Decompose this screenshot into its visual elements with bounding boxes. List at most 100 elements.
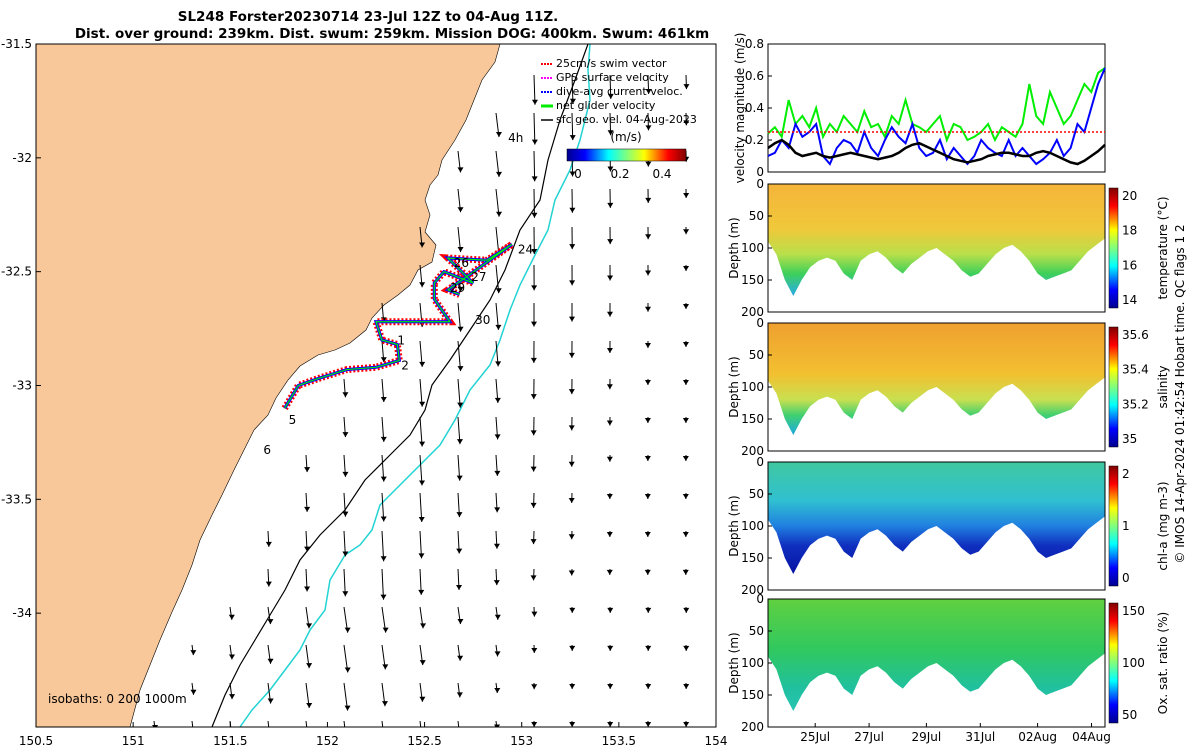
depth-tick-label: 100 — [741, 519, 764, 533]
colorbar-tick-label: 150 — [1122, 604, 1145, 618]
velocity-arrow-head — [683, 84, 690, 90]
velocity-arrow-head — [683, 229, 690, 235]
velocity-arrow-head — [344, 705, 351, 711]
legend-geo-velocity: sfc geo. vel. 04-Aug-2023 — [556, 113, 697, 126]
section-panel: 0 50 100 150 200 Depth (m) 35 35.2 35.4 35.6 salin… — [727, 316, 1170, 458]
velocity-arrow-head — [456, 439, 463, 445]
velocity-arrow-head — [494, 614, 501, 620]
colorbar-tick-2: 0.4 — [652, 167, 671, 181]
velocity-arrow — [419, 454, 423, 486]
colorbar-tick-label: 35.2 — [1122, 397, 1149, 411]
colorbar-tick-label: 35 — [1122, 432, 1137, 446]
velocity-arrow-head — [494, 687, 501, 693]
velocity-arrow-head — [530, 394, 537, 400]
velocity-arrow-head — [267, 619, 274, 625]
velocity-arrow-head — [306, 702, 313, 708]
velocity-arrow-head — [644, 417, 651, 423]
velocity-arrow-head — [419, 361, 426, 367]
velocity-arrow-head — [568, 352, 575, 358]
depth-tick-label: 0 — [756, 455, 764, 469]
velocity-arrow — [381, 720, 384, 727]
velocity-arrow-head — [495, 132, 502, 138]
day-label: 24 — [518, 242, 533, 256]
colorbar-tick-label: 14 — [1122, 293, 1137, 307]
depth-tick-label: 200 — [741, 444, 764, 458]
velocity-arrow-head — [568, 425, 575, 431]
depth-tick-label: 100 — [741, 656, 764, 670]
velocity-arrow-head — [494, 724, 501, 727]
depth-tick-label: 50 — [749, 487, 764, 501]
velocity-arrow-head — [342, 591, 349, 597]
velocity-arrow-head — [531, 139, 538, 145]
isobath-1000m — [239, 44, 591, 727]
map-ytick-label: -31.5 — [1, 37, 32, 51]
velocity-arrow-head — [644, 455, 651, 461]
map-xtick-label: 152 — [316, 734, 339, 748]
velocity-arrow-head — [530, 575, 537, 581]
velocity-arrow-head — [531, 249, 538, 255]
colorbar-tick-1: 0.2 — [610, 167, 629, 181]
velocity-arrow-head — [682, 379, 689, 385]
colorbar-tick-label: 100 — [1122, 656, 1145, 670]
velocity-arrow-head — [569, 98, 576, 104]
map-xtick-label: 150.5 — [19, 734, 53, 748]
section-panel: 0 50 100 150 200 Depth (m) 0 1 2 chl-a (mg m-3) — [727, 455, 1170, 597]
velocity-arrow-head — [683, 120, 690, 126]
velocity-ylabel: velocity magnitude (m/s) — [733, 33, 747, 184]
velocity-arrow-head — [495, 288, 502, 294]
velocity-arrow-head — [607, 607, 614, 613]
velocity-arrow-head — [493, 543, 500, 549]
colorbar-label: temperature (°C) — [1156, 197, 1170, 300]
colorbar-tick-label: 35.6 — [1122, 328, 1149, 342]
velocity-arrow-head — [569, 244, 576, 250]
velocity-arrow-head — [530, 502, 537, 508]
velocity-arrow-head — [456, 475, 463, 481]
depth-tick-label: 200 — [741, 305, 764, 319]
velocity-arrow-head — [456, 692, 463, 698]
velocity-arrow-head — [457, 207, 464, 213]
velocity-series-line — [767, 67, 1106, 143]
velocity-arrow-head — [683, 645, 690, 651]
velocity-arrow-head — [644, 343, 651, 349]
velocity-arrow-head — [306, 743, 312, 748]
velocity-arrow-head — [493, 580, 500, 586]
day-label: 6 — [263, 443, 271, 457]
velocity-arrow-head — [152, 725, 159, 727]
map-ytick-label: -34 — [12, 606, 32, 620]
velocity-arrow-head — [418, 516, 425, 522]
velocity-arrow-head — [645, 234, 652, 240]
velocity-arrow-head — [494, 470, 501, 476]
velocity-arrow-head — [380, 594, 387, 600]
velocity-arrow-head — [531, 285, 538, 291]
velocity-arrow-head — [380, 516, 387, 522]
section-field — [768, 599, 1105, 711]
velocity-arrow-head — [380, 476, 387, 482]
velocity-arrow-head — [531, 176, 538, 182]
map-xtick-label: 151 — [122, 734, 145, 748]
velocity-arrow-head — [304, 467, 311, 473]
velocity-arrow-head — [644, 569, 651, 575]
velocity-arrow-head — [494, 507, 501, 513]
depth-tick-label: 50 — [749, 624, 764, 638]
velocity-arrow-head — [494, 434, 501, 440]
velocity-arrow-head — [419, 282, 426, 288]
velocity-arrow — [533, 112, 536, 145]
figure-title-line1: SL248 Forster20230714 23-Jul 12Z to 04-A… — [178, 9, 559, 25]
map-xtick-label: 151.5 — [213, 734, 247, 748]
velocity-arrow-head — [191, 729, 197, 734]
velocity-ytick-label: 0.8 — [745, 37, 764, 51]
velocity-arrow-head — [531, 212, 538, 218]
velocity-ytick-label: 0 — [756, 165, 764, 179]
velocity-arrow-head — [683, 607, 690, 613]
map-xtick-label: 154 — [705, 734, 728, 748]
velocity-arrow — [191, 720, 194, 727]
glider-track-map: 150.5 151 151.5 152 152.5 153 153.5 154-31.5-32… — [1, 37, 728, 748]
velocity-arrow-head — [645, 161, 652, 167]
velocity-arrow — [533, 150, 536, 182]
velocity-arrow-head — [645, 197, 652, 203]
velocity-arrow-head — [342, 392, 349, 398]
velocity-arrow — [457, 340, 462, 372]
colorbar-tick-label: 1 — [1122, 519, 1130, 533]
velocity-arrow-head — [342, 471, 349, 477]
time-tick-label: 29Jul — [912, 730, 942, 744]
